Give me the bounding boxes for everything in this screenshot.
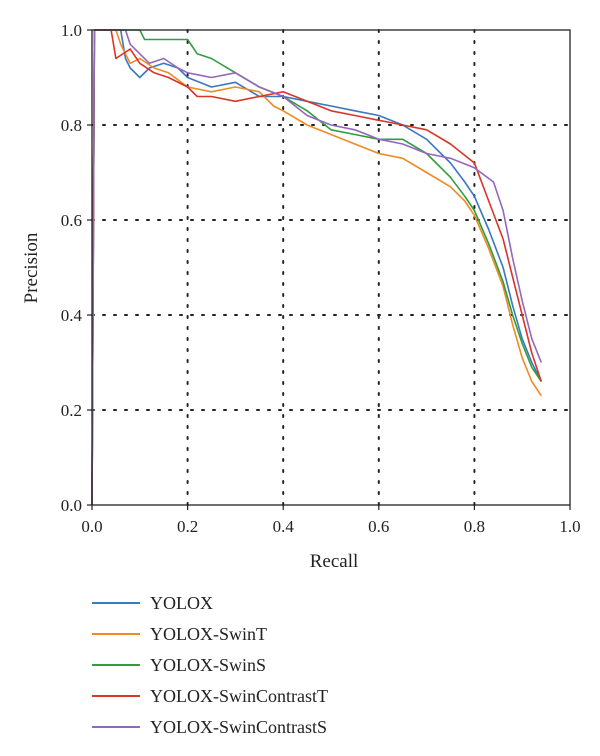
y-tick-label: 0.6 xyxy=(61,211,82,230)
x-axis-title: Recall xyxy=(310,551,359,572)
y-tick-label: 0.2 xyxy=(61,401,82,420)
legend-label: YOLOX-SwinContrastT xyxy=(150,686,328,706)
x-tick-label: 0.0 xyxy=(81,517,102,536)
legend-label: YOLOX-SwinContrastS xyxy=(150,717,327,737)
series-line-yolox xyxy=(91,29,543,506)
plot-area-frame xyxy=(91,29,571,506)
y-tick-label: 0.8 xyxy=(61,116,82,135)
series-line-yolox-swint xyxy=(91,29,542,506)
axis-ticks: 0.0 0.2 0.4 0.6 0.8 1.0 0.0 0.2 0.4 0.6 0.8 1.0 xyxy=(61,21,581,536)
y-axis-title: Precision xyxy=(21,232,42,303)
x-tick-label: 1.0 xyxy=(559,517,580,536)
series-lines xyxy=(91,29,543,506)
x-tick-label: 0.2 xyxy=(177,517,198,536)
legend-label: YOLOX-SwinT xyxy=(150,624,267,644)
y-tick-label: 0.4 xyxy=(61,306,83,325)
x-tick-label: 0.4 xyxy=(273,517,295,536)
y-tick-label: 1.0 xyxy=(61,21,82,40)
legend: YOLOX YOLOX-SwinT YOLOX-SwinS YOLOX-SwinCon… xyxy=(92,593,328,737)
x-tick-label: 0.8 xyxy=(464,517,485,536)
x-tick-label: 0.6 xyxy=(368,517,389,536)
series-line-yolox-swins xyxy=(91,29,542,506)
legend-label: YOLOX xyxy=(150,593,213,613)
grid xyxy=(91,29,571,506)
legend-label: YOLOX-SwinS xyxy=(150,655,266,675)
series-line-yolox-swincontrastt xyxy=(91,29,543,506)
series-line-yolox-swincontrasts xyxy=(91,29,543,506)
y-tick-label: 0.0 xyxy=(61,496,82,515)
